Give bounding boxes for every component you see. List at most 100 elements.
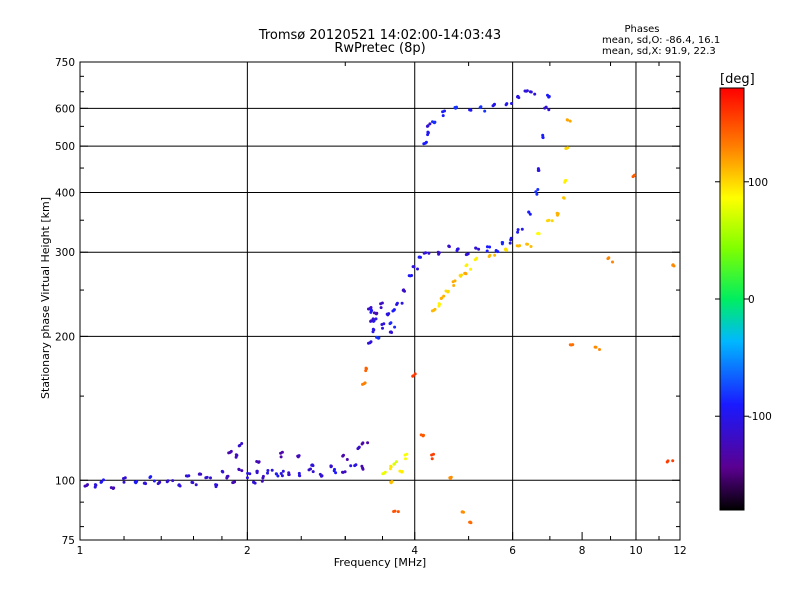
echo-point	[287, 471, 291, 475]
echo-point	[100, 480, 104, 484]
echo-point	[349, 464, 353, 468]
echo-point	[255, 460, 259, 463]
echo-point	[444, 289, 448, 293]
echo-point	[485, 249, 489, 253]
stats-heading: Phases	[624, 24, 659, 35]
echo-point	[156, 482, 160, 486]
echo-point	[452, 284, 456, 287]
echo-point	[424, 251, 428, 255]
echo-point	[231, 481, 235, 485]
echo-point	[562, 196, 566, 200]
echo-point	[311, 470, 315, 474]
echo-point	[389, 481, 393, 485]
echo-point	[473, 258, 477, 262]
echo-point	[361, 441, 365, 445]
echo-point	[394, 460, 398, 464]
echo-point	[550, 219, 554, 223]
echo-point	[402, 288, 406, 292]
echo-point	[516, 94, 520, 98]
echo-point	[527, 210, 531, 214]
echo-point	[671, 263, 675, 267]
echo-point	[370, 309, 374, 313]
echo-point	[488, 245, 492, 249]
echo-point	[474, 246, 478, 250]
echo-point	[442, 294, 446, 298]
echo-point	[488, 253, 492, 257]
echo-point	[496, 250, 500, 254]
echo-point	[296, 455, 300, 459]
echo-point	[520, 227, 524, 231]
x-tick-label: 12	[673, 545, 686, 557]
echo-point	[388, 322, 392, 326]
echo-point	[631, 175, 635, 179]
echo-point	[228, 450, 232, 454]
echo-point	[187, 474, 191, 478]
echo-point	[386, 313, 390, 317]
echo-point	[611, 260, 614, 264]
x-tick-label: 10	[629, 545, 642, 557]
echo-point	[426, 124, 430, 128]
echo-point	[491, 104, 495, 108]
echo-point	[197, 472, 201, 476]
echo-point	[438, 302, 442, 306]
echo-point	[606, 257, 610, 261]
echo-point	[389, 465, 393, 469]
echo-point	[361, 467, 365, 471]
echo-point	[478, 106, 482, 110]
echo-point	[85, 484, 88, 488]
echo-point	[419, 433, 423, 437]
x-tick-label: 1	[77, 545, 84, 557]
colorbar-tick-label: 0	[748, 294, 755, 306]
echo-point	[448, 477, 452, 480]
echo-point	[354, 463, 358, 467]
data-points	[83, 89, 676, 525]
echo-point	[368, 341, 372, 345]
echo-point	[381, 326, 384, 330]
echo-point	[309, 467, 312, 471]
echo-point	[372, 328, 376, 332]
echo-point	[260, 479, 264, 483]
echo-point	[510, 102, 513, 105]
echo-point	[431, 120, 434, 124]
echo-point	[427, 251, 431, 255]
echo-point	[374, 317, 378, 321]
colorbar-ticks: 100 0 -100	[715, 177, 772, 423]
echo-point	[666, 459, 670, 463]
echo-point	[246, 471, 250, 475]
echo-point	[440, 296, 444, 300]
echo-point	[343, 470, 347, 474]
echo-point	[485, 245, 489, 249]
echo-point	[341, 470, 344, 474]
echo-point	[413, 372, 417, 376]
x-tick-label: 2	[244, 545, 251, 557]
echo-point	[279, 455, 283, 459]
echo-point	[369, 319, 373, 323]
echo-point	[432, 452, 435, 456]
y-tick-label: 75	[62, 535, 75, 547]
y-tick-label: 500	[55, 141, 75, 153]
echo-point	[240, 442, 244, 445]
echo-point	[416, 267, 419, 271]
echo-point	[166, 479, 170, 483]
echo-point	[477, 247, 481, 251]
echo-point	[266, 469, 270, 472]
grid-lines	[80, 62, 680, 540]
echo-point	[453, 279, 457, 283]
echo-point	[505, 102, 509, 106]
x-tick-label: 6	[509, 545, 516, 557]
echo-point	[123, 476, 127, 480]
echo-point	[541, 133, 545, 137]
plot-frame	[79, 61, 681, 541]
echo-point	[535, 192, 539, 196]
echo-point	[320, 474, 324, 478]
echo-point	[194, 483, 198, 487]
echo-point	[516, 230, 520, 234]
echo-point	[417, 255, 421, 259]
colorbar	[719, 87, 745, 511]
echo-point	[393, 325, 397, 329]
echo-point	[280, 450, 284, 454]
echo-point	[395, 301, 399, 305]
y-tick-label: 400	[55, 187, 75, 199]
